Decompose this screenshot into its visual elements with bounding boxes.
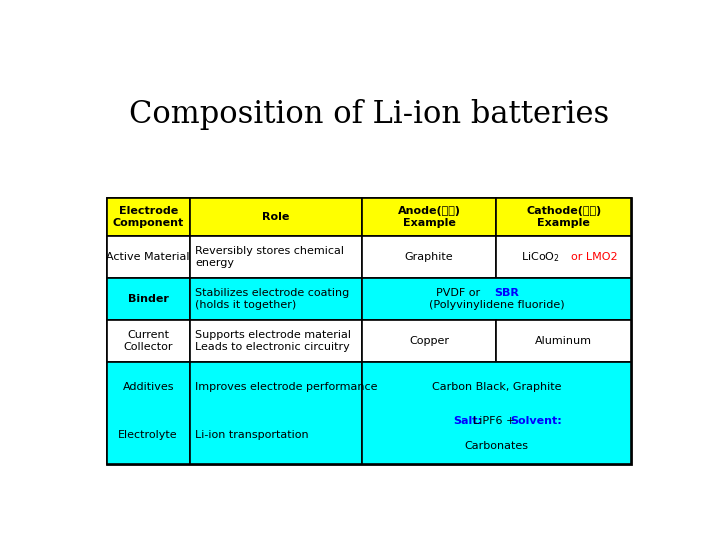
- Bar: [107, 198, 631, 464]
- Bar: [107, 198, 189, 237]
- Text: Copper: Copper: [409, 336, 449, 346]
- Text: Graphite: Graphite: [405, 252, 454, 262]
- Text: Li-ion transportation: Li-ion transportation: [195, 430, 309, 440]
- Text: SBR: SBR: [494, 288, 519, 298]
- Text: PVDF or: PVDF or: [436, 288, 480, 298]
- Bar: [107, 320, 189, 361]
- Bar: [189, 361, 361, 464]
- Bar: [497, 198, 631, 237]
- Text: Salt:: Salt:: [453, 416, 482, 426]
- Text: Carbonates: Carbonates: [464, 441, 528, 450]
- Bar: [361, 361, 631, 464]
- Bar: [361, 198, 497, 237]
- Text: Electrolyte: Electrolyte: [118, 430, 178, 440]
- Bar: [107, 237, 189, 278]
- Text: Improves electrode performance: Improves electrode performance: [195, 382, 378, 392]
- Text: Reversibly stores chemical
energy: Reversibly stores chemical energy: [195, 246, 344, 268]
- Text: Current
Collector: Current Collector: [123, 330, 173, 352]
- Bar: [189, 320, 361, 361]
- Bar: [497, 320, 631, 361]
- Text: Electrode
Component: Electrode Component: [112, 206, 184, 228]
- Bar: [497, 237, 631, 278]
- Bar: [107, 361, 189, 464]
- Text: Binder: Binder: [127, 294, 168, 304]
- Text: Supports electrode material
Leads to electronic circuitry: Supports electrode material Leads to ele…: [195, 330, 351, 352]
- Text: Active Material: Active Material: [107, 252, 190, 262]
- Bar: [361, 237, 497, 278]
- Bar: [189, 198, 361, 237]
- Text: Solvent:: Solvent:: [510, 416, 562, 426]
- Text: Role: Role: [262, 212, 289, 222]
- Text: Carbon Black, Graphite: Carbon Black, Graphite: [432, 382, 561, 392]
- Bar: [361, 278, 631, 320]
- Text: or LMO2: or LMO2: [570, 252, 617, 262]
- Bar: [189, 237, 361, 278]
- Text: Composition of Li-ion batteries: Composition of Li-ion batteries: [129, 99, 609, 130]
- Text: Aluminum: Aluminum: [536, 336, 593, 346]
- Bar: [107, 278, 189, 320]
- Text: LiPF6 +: LiPF6 +: [473, 416, 519, 426]
- Text: Cathode(正極)
Example: Cathode(正極) Example: [526, 206, 601, 228]
- Text: (Polyvinylidene fluoride): (Polyvinylidene fluoride): [428, 300, 564, 310]
- Text: LiCoO$_2$: LiCoO$_2$: [521, 250, 559, 264]
- Bar: [361, 320, 497, 361]
- Text: Additives: Additives: [122, 382, 174, 392]
- Text: Anode(負極)
Example: Anode(負極) Example: [397, 206, 461, 228]
- Text: Stabilizes electrode coating
(holds it together): Stabilizes electrode coating (holds it t…: [195, 288, 349, 310]
- Bar: [189, 278, 361, 320]
